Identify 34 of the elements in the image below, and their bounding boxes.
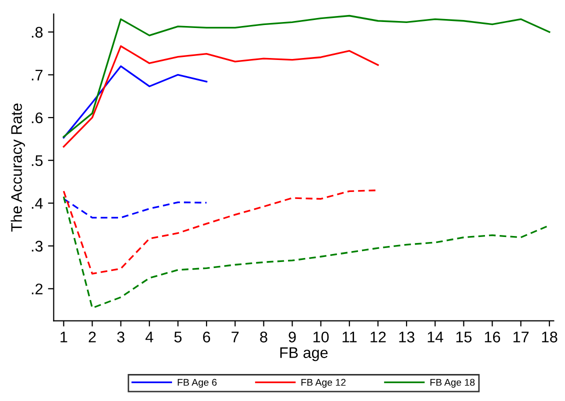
y-tick-label: .7 [32,70,42,80]
y-tick-label: .8 [32,26,43,38]
x-tick-label: 14 [428,332,444,342]
y-tick-label: .2 [32,284,42,294]
x-tick-label: 9 [288,332,296,342]
y-axis-title: The Accuracy Rate [10,104,25,232]
x-tick-label: 12 [370,332,386,342]
legend-label: FB Age 18 [430,378,475,388]
x-tick-label: 11 [342,332,357,342]
x-tick-label: 1 [60,332,68,342]
x-tick-label: 15 [456,332,472,342]
x-tick-label: 16 [484,332,500,342]
y-tick-label: .5 [32,155,43,166]
x-tick-label: 5 [174,332,182,342]
x-axis-title: FB age [280,347,328,362]
x-tick-label: 18 [542,332,558,342]
x-tick-label: 7 [232,332,239,342]
line-series [62,198,208,219]
x-tick-label: 17 [514,332,529,342]
x-tick-label: 10 [314,332,329,342]
x-tick-label: 8 [260,332,268,342]
legend-label: FB Age 6 [178,378,217,388]
legend-label: FB Age 12 [301,378,346,388]
y-tick-label: .6 [32,112,43,124]
line-series [62,45,379,148]
y-tick-label: .3 [32,240,43,252]
x-tick-label: 2 [88,332,96,342]
line-series [62,65,208,139]
x-tick-label: 3 [117,332,124,342]
y-tick-label: .4 [32,198,43,209]
line-series [62,14,550,138]
x-tick-label: 6 [203,332,210,342]
x-tick-label: 13 [399,332,414,342]
x-tick-label: 4 [145,332,154,342]
